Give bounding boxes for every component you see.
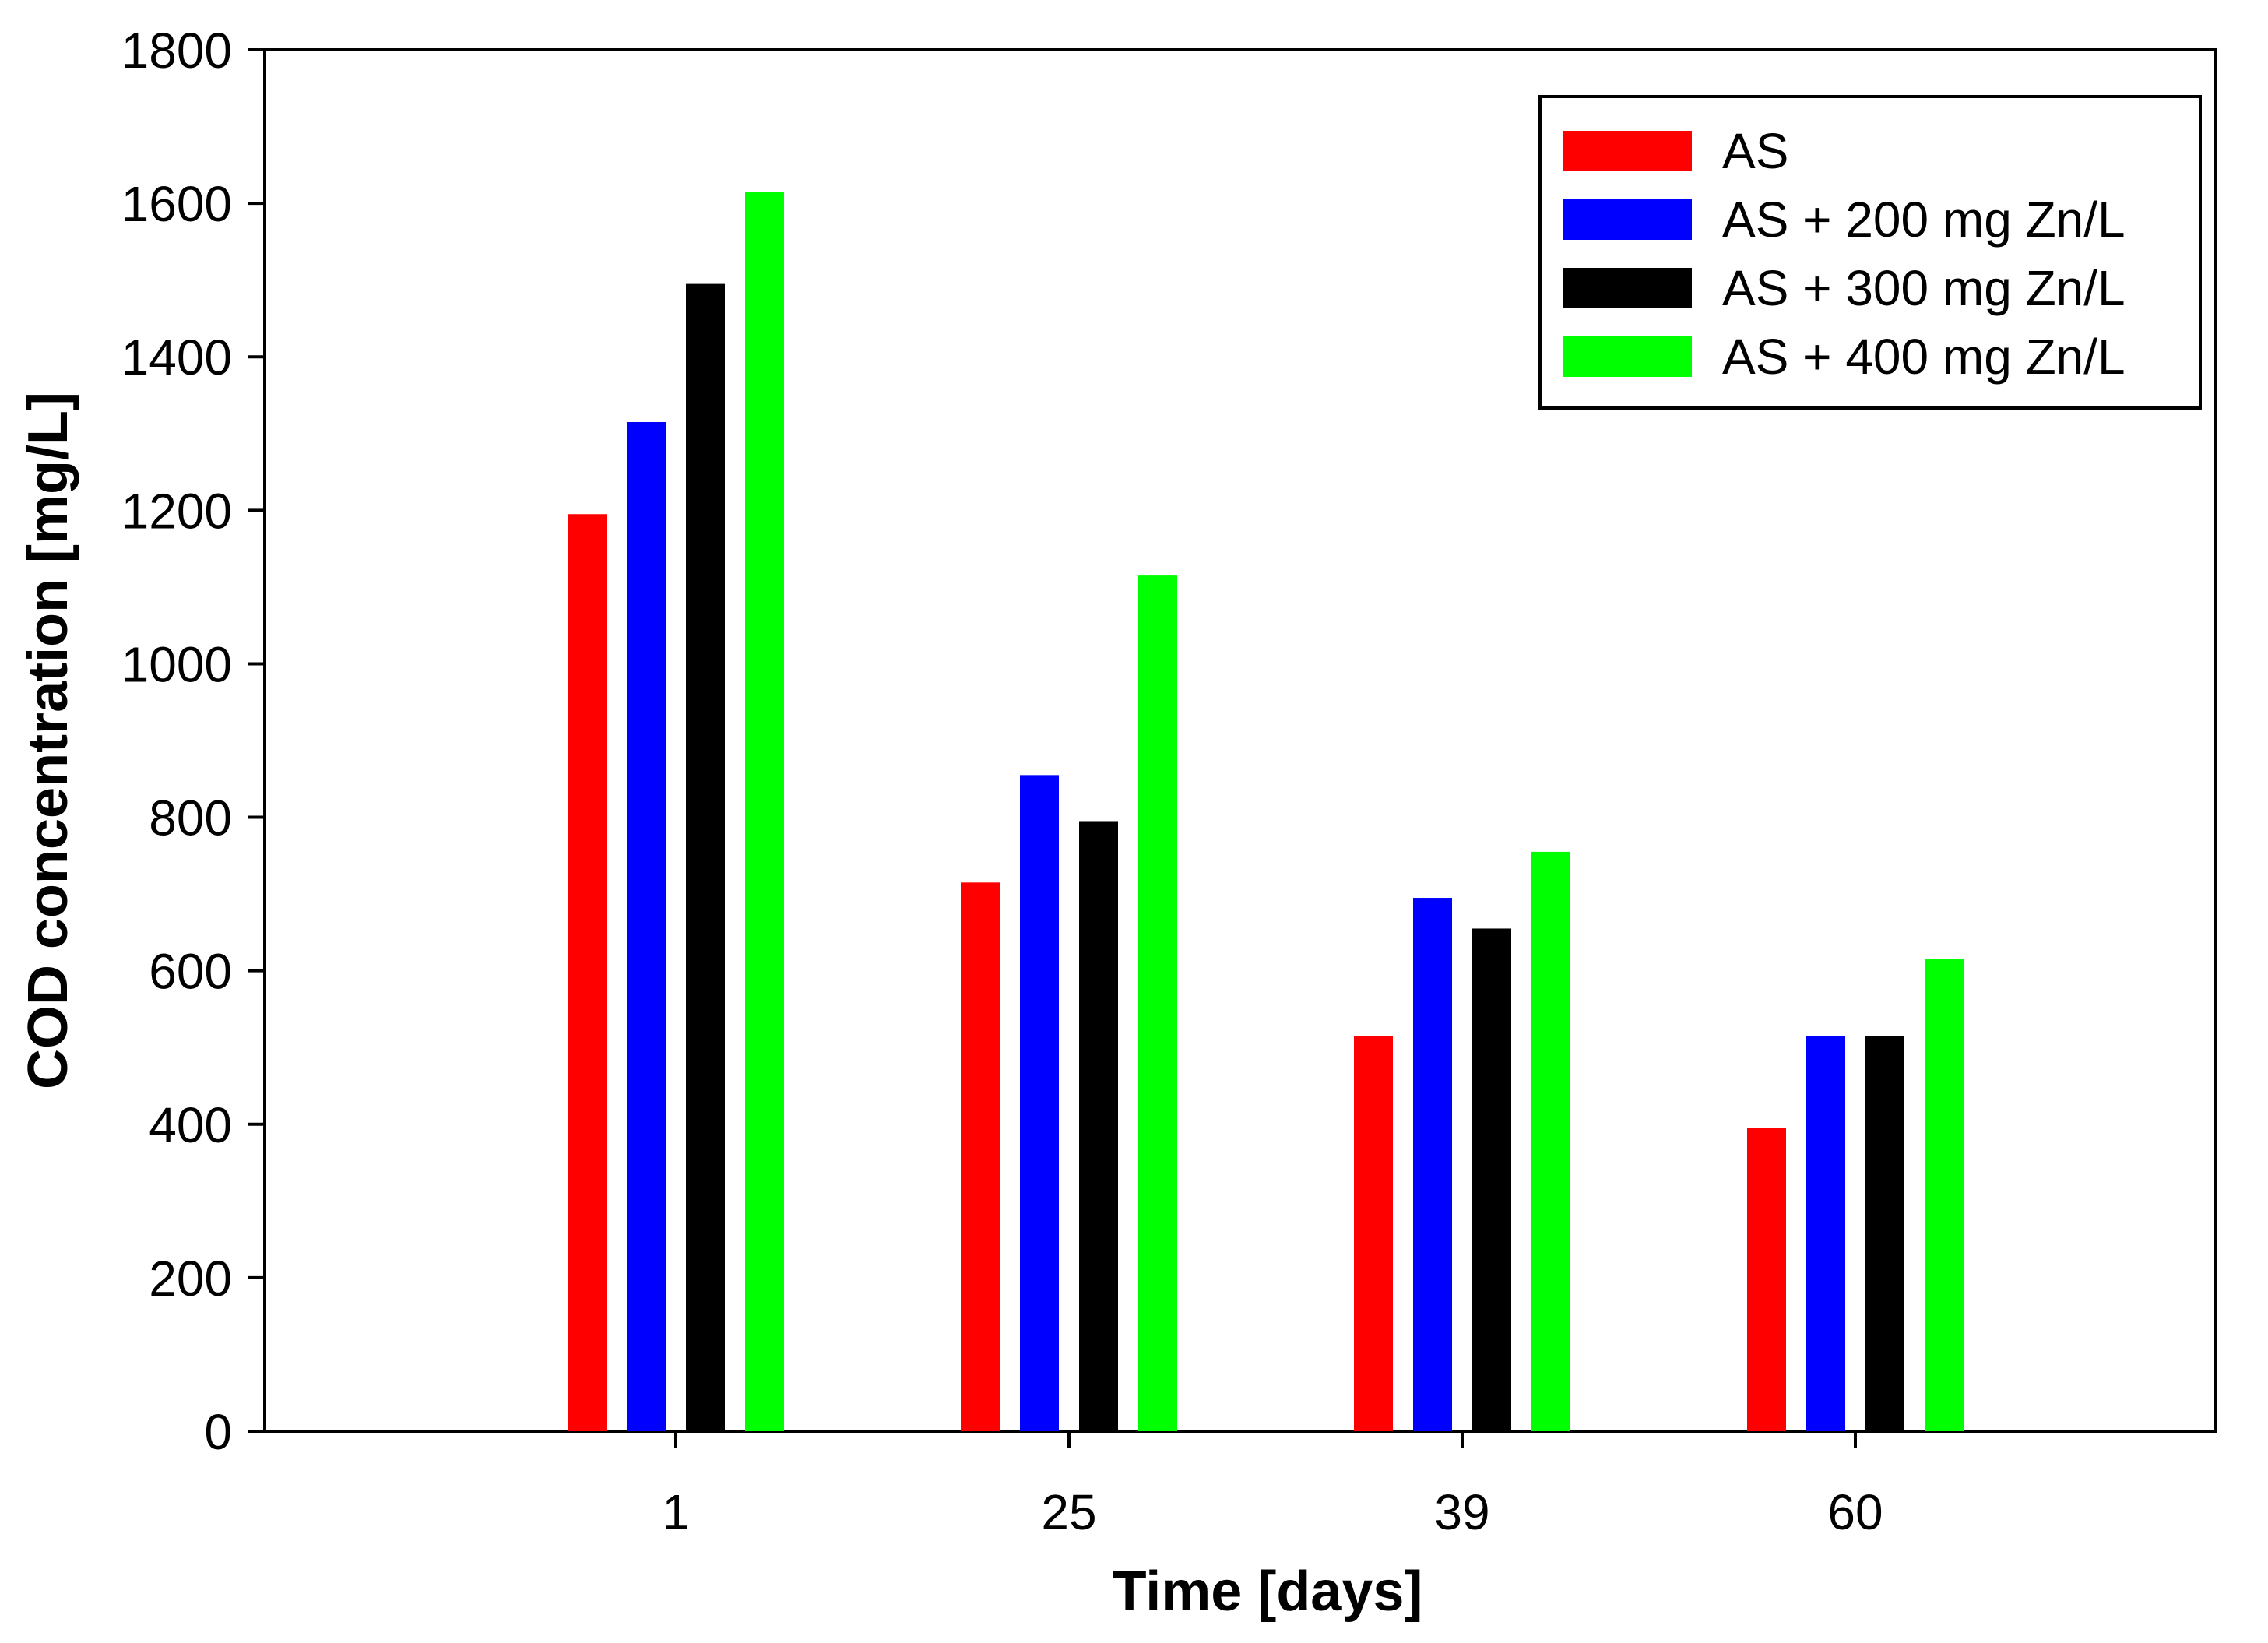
y-tick-label-1000: 1000: [121, 636, 232, 692]
bar-day-60-series-1: [1747, 1128, 1786, 1431]
legend-swatch-as-200: [1563, 199, 1692, 240]
bar-day-39-series-3: [1472, 928, 1511, 1431]
bar-day-25-series-3: [1079, 821, 1118, 1431]
bar-day-1-series-3: [686, 283, 725, 1431]
bar-day-60-series-3: [1865, 1036, 1904, 1431]
bar-day-25-series-1: [961, 882, 1000, 1431]
bar-day-39-series-2: [1413, 898, 1452, 1431]
x-tick-label-1: 1: [662, 1484, 690, 1540]
y-tick-label-400: 400: [149, 1097, 232, 1153]
bar-day-60-series-4: [1925, 959, 1964, 1431]
x-tick-label-39: 39: [1434, 1484, 1489, 1540]
y-tick-label-200: 200: [149, 1251, 232, 1307]
bar-day-39-series-1: [1354, 1036, 1393, 1431]
legend: AS AS + 200 mg Zn/L AS + 300 mg Zn/L AS …: [1538, 95, 2202, 410]
y-tick-label-1400: 1400: [121, 329, 232, 385]
bar-day-25-series-4: [1138, 575, 1177, 1432]
y-tick-label-800: 800: [149, 790, 232, 846]
legend-swatch-as-400: [1563, 336, 1692, 377]
bar-day-1-series-2: [627, 421, 666, 1432]
y-tick-label-1200: 1200: [121, 483, 232, 539]
legend-swatch-as: [1563, 131, 1692, 171]
y-axis-title: COD concentration [mg/L]: [17, 392, 79, 1089]
y-tick-label-600: 600: [149, 944, 232, 1000]
x-tick-label-60: 60: [1827, 1484, 1883, 1540]
y-tick-label-0: 0: [204, 1404, 232, 1460]
legend-label-as-400: AS + 400 mg Zn/L: [1722, 329, 2126, 385]
bar-day-60-series-2: [1806, 1036, 1845, 1431]
bar-day-39-series-4: [1531, 851, 1570, 1431]
legend-label-as-200: AS + 200 mg Zn/L: [1722, 192, 2126, 248]
bar-day-1-series-4: [745, 192, 784, 1432]
x-tick-label-25: 25: [1041, 1484, 1096, 1540]
legend-label-as: AS: [1722, 123, 1788, 179]
x-axis-title: Time [days]: [1113, 1560, 1423, 1623]
y-axis: 0 200 400 600 800 1000 1200 1400 1600 1800: [121, 23, 265, 1460]
legend-label-as-300: AS + 300 mg Zn/L: [1722, 260, 2126, 316]
bars-group: [568, 192, 1964, 1432]
y-tick-label-1600: 1600: [121, 176, 232, 232]
y-tick-label-1800: 1800: [121, 23, 232, 79]
bar-day-1-series-1: [568, 514, 607, 1431]
x-axis: 1 25 39 60: [662, 1431, 1883, 1540]
legend-swatch-as-300: [1563, 268, 1692, 308]
bar-day-25-series-2: [1020, 775, 1059, 1431]
plot-area-frame: [263, 48, 2217, 1433]
